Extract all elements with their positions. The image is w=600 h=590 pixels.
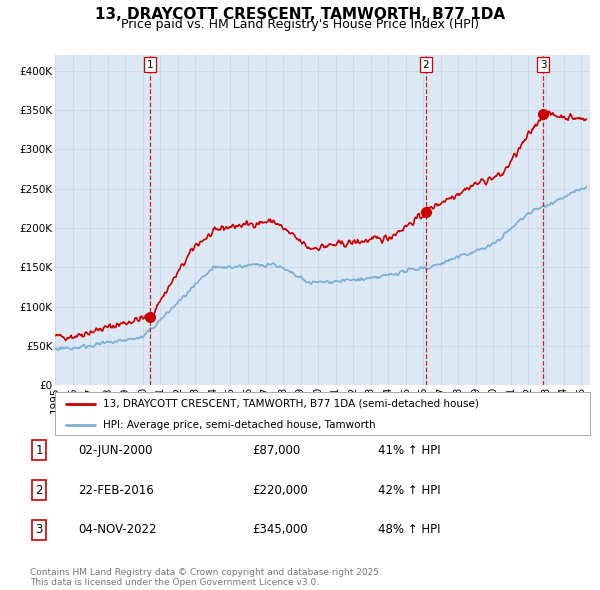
Text: 3: 3 [540, 60, 547, 70]
Text: 3: 3 [35, 523, 43, 536]
Text: £345,000: £345,000 [252, 523, 308, 536]
Text: 41% ↑ HPI: 41% ↑ HPI [378, 444, 440, 457]
Text: 13, DRAYCOTT CRESCENT, TAMWORTH, B77 1DA (semi-detached house): 13, DRAYCOTT CRESCENT, TAMWORTH, B77 1DA… [103, 399, 479, 409]
Text: 22-FEB-2016: 22-FEB-2016 [78, 484, 154, 497]
Text: £220,000: £220,000 [252, 484, 308, 497]
Text: 13, DRAYCOTT CRESCENT, TAMWORTH, B77 1DA: 13, DRAYCOTT CRESCENT, TAMWORTH, B77 1DA [95, 7, 505, 22]
Text: 48% ↑ HPI: 48% ↑ HPI [378, 523, 440, 536]
Text: Contains HM Land Registry data © Crown copyright and database right 2025.
This d: Contains HM Land Registry data © Crown c… [30, 568, 382, 587]
Text: 04-NOV-2022: 04-NOV-2022 [78, 523, 157, 536]
Text: 1: 1 [147, 60, 154, 70]
Text: 2: 2 [35, 484, 43, 497]
Text: £87,000: £87,000 [252, 444, 300, 457]
Text: 42% ↑ HPI: 42% ↑ HPI [378, 484, 440, 497]
Text: 1: 1 [35, 444, 43, 457]
Text: HPI: Average price, semi-detached house, Tamworth: HPI: Average price, semi-detached house,… [103, 420, 376, 430]
Text: 2: 2 [422, 60, 429, 70]
Text: 02-JUN-2000: 02-JUN-2000 [78, 444, 152, 457]
Text: Price paid vs. HM Land Registry's House Price Index (HPI): Price paid vs. HM Land Registry's House … [121, 18, 479, 31]
